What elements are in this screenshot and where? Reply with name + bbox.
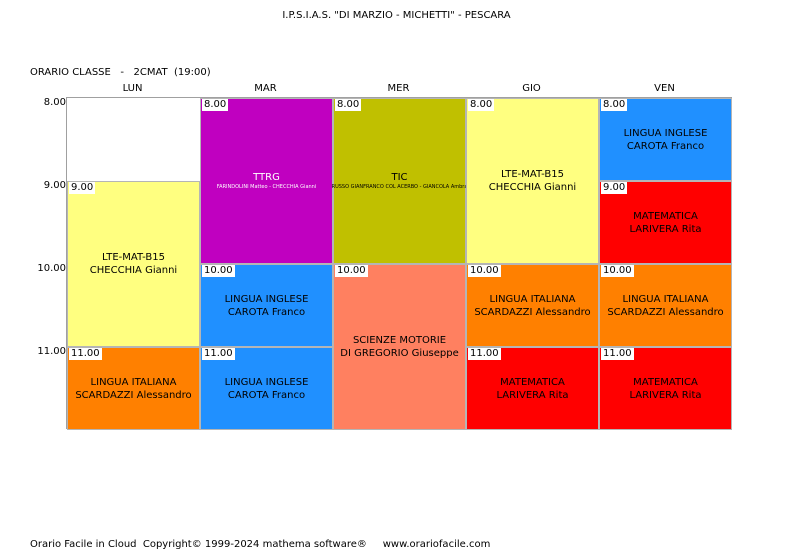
lesson-cell[interactable]: LINGUA INGLESE CAROTA Franco 8.00 <box>599 98 732 181</box>
time-label-8: 8.00 <box>43 97 66 108</box>
lesson-content: LINGUA ITALIANA SCARDAZZI Alessandro <box>600 265 731 346</box>
lesson-cell[interactable]: TIC RUSSO GIANFRANCO COL ACERBO - GIANCOL… <box>331 98 468 264</box>
lesson-teacher: LARIVERA Rita <box>629 223 702 235</box>
lesson-start-time: 11.00 <box>69 348 102 360</box>
lesson-start-time: 11.00 <box>468 348 501 360</box>
lesson-subject: TTRG <box>253 172 280 183</box>
time-label-11: 11.00 <box>37 346 66 357</box>
lesson-subject: LINGUA INGLESE <box>224 293 309 305</box>
lesson-content: LINGUA ITALIANA SCARDAZZI Alessandro <box>467 265 598 346</box>
lesson-content: LINGUA INGLESE CAROTA Franco <box>600 99 731 180</box>
lesson-start-time: 11.00 <box>202 348 235 360</box>
time-label-10: 10.00 <box>37 263 66 274</box>
lesson-subject: MATEMATICA <box>633 210 698 222</box>
lesson-content: LINGUA INGLESE CAROTA Franco <box>201 348 332 429</box>
lesson-start-time: 8.00 <box>202 99 229 111</box>
lesson-subject: MATEMATICA <box>500 376 565 388</box>
lesson-cell[interactable]: LINGUA ITALIANA SCARDAZZI Alessandro 11.00 <box>67 347 200 430</box>
lesson-subject: LINGUA INGLESE <box>623 127 708 139</box>
time-label-9: 9.00 <box>43 180 66 191</box>
lesson-teacher: CHECCHIA Gianni <box>488 182 577 193</box>
lesson-subject: LINGUA ITALIANA <box>489 293 576 305</box>
lesson-cell[interactable]: LINGUA ITALIANA SCARDAZZI Alessandro 10.00 <box>466 264 599 347</box>
lesson-content: LINGUA INGLESE CAROTA Franco <box>201 265 332 346</box>
lesson-start-time: 10.00 <box>335 265 368 277</box>
lesson-content: LTE-MAT-B15 CHECCHIA Gianni <box>467 99 598 263</box>
lesson-content: SCIENZE MOTORIE DI GREGORIO Giuseppe <box>334 265 465 429</box>
lesson-cell[interactable]: LTE-MAT-B15 CHECCHIA Gianni 9.00 <box>67 181 200 347</box>
lesson-cell[interactable]: SCIENZE MOTORIE DI GREGORIO Giuseppe 10.00 <box>333 264 466 430</box>
lesson-cell[interactable]: MATEMATICA LARIVERA Rita 11.00 <box>466 347 599 430</box>
lesson-cell[interactable]: MATEMATICA LARIVERA Rita 9.00 <box>599 181 732 264</box>
day-header-ven: VEN <box>654 83 675 94</box>
lesson-cell[interactable]: TTRG FARINDOLINI Matteo - CHECCHIA Gianni… <box>200 98 333 264</box>
lesson-content: MATEMATICA LARIVERA Rita <box>600 182 731 263</box>
lesson-content: TIC RUSSO GIANFRANCO COL ACERBO - GIANCOL… <box>331 99 468 263</box>
day-header-lun: LUN <box>122 83 143 94</box>
lesson-teacher: LARIVERA Rita <box>629 389 702 401</box>
lesson-start-time: 10.00 <box>468 265 501 277</box>
lesson-subject: TIC <box>391 172 408 183</box>
day-header-gio: GIO <box>522 83 541 94</box>
lesson-content: MATEMATICA LARIVERA Rita <box>600 348 731 429</box>
school-title: I.P.S.I.A.S. "DI MARZIO - MICHETTI" - PE… <box>282 10 511 21</box>
lesson-subject: MATEMATICA <box>633 376 698 388</box>
lesson-start-time: 8.00 <box>468 99 495 111</box>
lesson-start-time: 11.00 <box>601 348 634 360</box>
day-header-mer: MER <box>387 83 410 94</box>
lesson-cell[interactable]: LINGUA ITALIANA SCARDAZZI Alessandro 10.00 <box>599 264 732 347</box>
lesson-start-time: 10.00 <box>601 265 634 277</box>
lesson-start-time: 9.00 <box>601 182 628 194</box>
lesson-subject: LTE-MAT-B15 <box>102 252 165 263</box>
lesson-start-time: 8.00 <box>601 99 628 111</box>
lesson-cell[interactable]: MATEMATICA LARIVERA Rita 11.00 <box>599 347 732 430</box>
lesson-teacher: SCARDAZZI Alessandro <box>75 389 192 401</box>
day-header-mar: MAR <box>254 83 277 94</box>
lesson-subject: LINGUA ITALIANA <box>622 293 709 305</box>
lesson-cell[interactable]: LTE-MAT-B15 CHECCHIA Gianni 8.00 <box>466 98 599 264</box>
lesson-content: TTRG FARINDOLINI Matteo - CHECCHIA Gianni <box>201 99 332 263</box>
lesson-content: LINGUA ITALIANA SCARDAZZI Alessandro <box>68 348 199 429</box>
lesson-teacher: CAROTA Franco <box>227 389 306 401</box>
footer-copyright: Orario Facile in Cloud Copyright© 1999-2… <box>30 539 491 550</box>
lesson-subject: LINGUA ITALIANA <box>90 376 177 388</box>
lesson-content: LTE-MAT-B15 CHECCHIA Gianni <box>68 182 199 346</box>
lesson-start-time: 10.00 <box>202 265 235 277</box>
timetable-grid: LTE-MAT-B15 CHECCHIA Gianni 9.00 LINGUA ITA… <box>66 97 732 430</box>
lesson-teacher: CAROTA Franco <box>626 140 705 152</box>
lesson-teacher: DI GREGORIO Giuseppe <box>340 348 459 359</box>
lesson-subject: LTE-MAT-B15 <box>501 169 564 180</box>
lesson-start-time: 8.00 <box>335 99 362 111</box>
lesson-subject: SCIENZE MOTORIE <box>352 335 447 346</box>
lesson-teacher: CAROTA Franco <box>227 306 306 318</box>
lesson-teacher: SCARDAZZI Alessandro <box>474 306 591 318</box>
lesson-teacher: FARINDOLINI Matteo - CHECCHIA Gianni <box>216 184 317 190</box>
lesson-start-time: 9.00 <box>69 182 96 194</box>
lesson-teacher: LARIVERA Rita <box>496 389 569 401</box>
lesson-subject: LINGUA INGLESE <box>224 376 309 388</box>
lesson-teacher: RUSSO GIANFRANCO COL ACERBO - GIANCOLA A… <box>331 184 468 190</box>
lesson-cell[interactable]: LINGUA INGLESE CAROTA Franco 10.00 <box>200 264 333 347</box>
lesson-teacher: SCARDAZZI Alessandro <box>607 306 724 318</box>
lesson-teacher: CHECCHIA Gianni <box>89 265 178 276</box>
lesson-cell[interactable]: LINGUA INGLESE CAROTA Franco 11.00 <box>200 347 333 430</box>
class-title: ORARIO CLASSE - 2CMAT (19:00) <box>30 67 211 78</box>
lesson-content: MATEMATICA LARIVERA Rita <box>467 348 598 429</box>
